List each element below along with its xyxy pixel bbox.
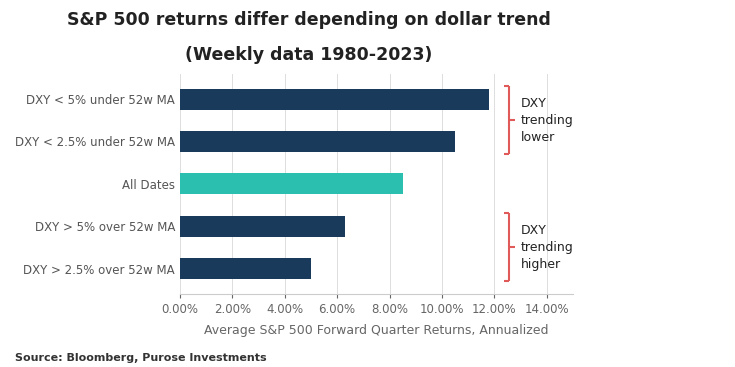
- Bar: [180, 258, 311, 279]
- Text: (Weekly data 1980-2023): (Weekly data 1980-2023): [185, 46, 432, 64]
- Bar: [180, 88, 489, 110]
- Text: DXY
trending
higher: DXY trending higher: [520, 224, 573, 271]
- Text: S&P 500 returns differ depending on dollar trend: S&P 500 returns differ depending on doll…: [67, 11, 551, 29]
- Bar: [180, 131, 455, 152]
- Bar: [180, 173, 403, 195]
- Bar: [180, 215, 345, 237]
- Text: Source: Bloomberg, Purose Investments: Source: Bloomberg, Purose Investments: [15, 353, 266, 363]
- Text: DXY
trending
lower: DXY trending lower: [520, 97, 573, 144]
- X-axis label: Average S&P 500 Forward Quarter Returns, Annualized: Average S&P 500 Forward Quarter Returns,…: [204, 324, 549, 337]
